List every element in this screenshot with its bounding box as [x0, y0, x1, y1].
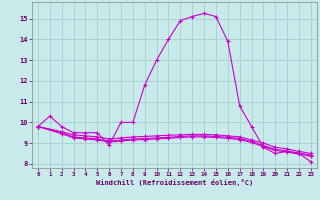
X-axis label: Windchill (Refroidissement éolien,°C): Windchill (Refroidissement éolien,°C) [96, 179, 253, 186]
